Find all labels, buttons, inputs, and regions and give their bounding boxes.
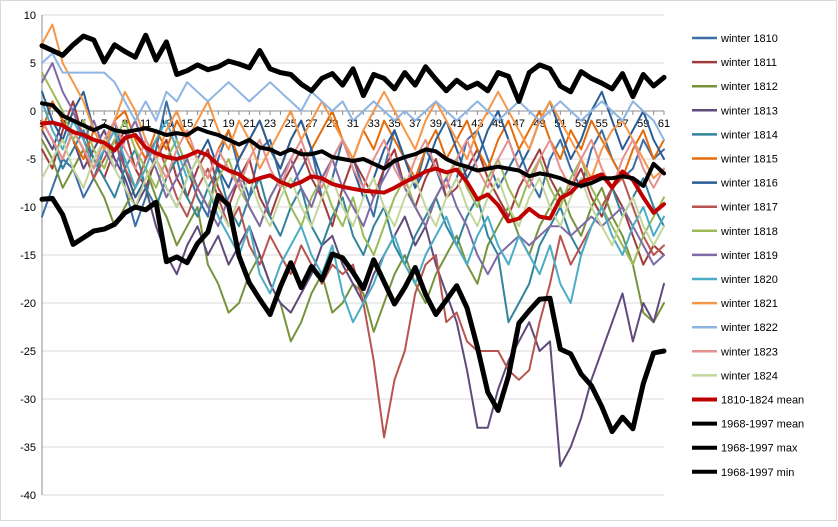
legend-label: 1810-1824 mean bbox=[721, 395, 804, 407]
legend-label: winter 1822 bbox=[720, 322, 778, 334]
series-lines bbox=[39, 23, 667, 468]
y-tick-label: -15 bbox=[20, 250, 36, 262]
x-tick-label: 37 bbox=[409, 118, 421, 130]
x-tick-label: 39 bbox=[430, 118, 442, 130]
x-tick-label: 53 bbox=[575, 118, 587, 130]
x-tick-label: 17 bbox=[202, 118, 214, 130]
x-tick-label: 33 bbox=[368, 118, 380, 130]
x-tick-label: 11 bbox=[140, 118, 151, 130]
series-line-13 bbox=[41, 52, 665, 141]
series-line-11 bbox=[41, 100, 665, 324]
legend-label: winter 1821 bbox=[720, 298, 778, 310]
x-tick-label: 61 bbox=[658, 118, 670, 130]
legend-label: 1968-1997 max bbox=[721, 443, 798, 455]
series-line-8 bbox=[41, 119, 665, 439]
x-tick-label: 41 bbox=[451, 118, 463, 130]
y-tick-label: -5 bbox=[26, 154, 36, 166]
y-tick-label: -10 bbox=[20, 202, 36, 214]
y-tick-label: 0 bbox=[30, 106, 36, 118]
x-tick-label: 47 bbox=[513, 118, 525, 130]
y-tick-label: -20 bbox=[20, 298, 36, 310]
legend-label: winter 1810 bbox=[720, 33, 778, 45]
x-tick-label: 35 bbox=[388, 118, 400, 130]
legend-label: winter 1818 bbox=[720, 226, 778, 238]
legend-label: 1968-1997 mean bbox=[721, 419, 804, 431]
x-tick-label: 9 bbox=[122, 118, 128, 130]
series-line-17 bbox=[40, 101, 666, 188]
x-tick-label: 23 bbox=[264, 118, 276, 130]
legend: winter 1810 winter 1811 winter 1812 winter … bbox=[692, 33, 804, 479]
legend-label: winter 1814 bbox=[720, 129, 778, 141]
legend-label: winter 1823 bbox=[720, 346, 778, 358]
series-line-19 bbox=[39, 193, 667, 435]
y-tick-label: -25 bbox=[20, 346, 36, 358]
legend-label: winter 1819 bbox=[720, 250, 778, 262]
legend-label: winter 1815 bbox=[720, 154, 778, 166]
legend-label: winter 1824 bbox=[720, 370, 778, 382]
y-tick-label: 10 bbox=[24, 10, 36, 22]
legend-label: winter 1816 bbox=[720, 178, 778, 190]
x-tick-label: 21 bbox=[243, 118, 255, 130]
y-tick-label: -35 bbox=[20, 442, 36, 454]
legend-label: winter 1820 bbox=[720, 274, 778, 286]
legend-label: winter 1812 bbox=[720, 81, 778, 93]
series-line-18 bbox=[39, 32, 667, 104]
x-tick-label: 43 bbox=[471, 118, 483, 130]
legend-label: winter 1811 bbox=[720, 57, 777, 69]
series-line-16 bbox=[40, 120, 666, 224]
series-line-15 bbox=[41, 138, 665, 247]
x-tick-label: 31 bbox=[347, 118, 359, 130]
y-tick-label: -30 bbox=[20, 394, 36, 406]
y-tick-label: 5 bbox=[30, 58, 36, 70]
x-tick-label: 55 bbox=[596, 118, 608, 130]
legend-label: winter 1817 bbox=[720, 202, 778, 214]
legend-label: winter 1813 bbox=[720, 105, 778, 117]
legend-label: 1968-1997 min bbox=[721, 467, 794, 479]
x-tick-label: 15 bbox=[181, 118, 193, 130]
series-line-14 bbox=[41, 119, 665, 189]
y-tick-label: -40 bbox=[20, 490, 36, 502]
x-tick-label: 19 bbox=[222, 118, 234, 130]
